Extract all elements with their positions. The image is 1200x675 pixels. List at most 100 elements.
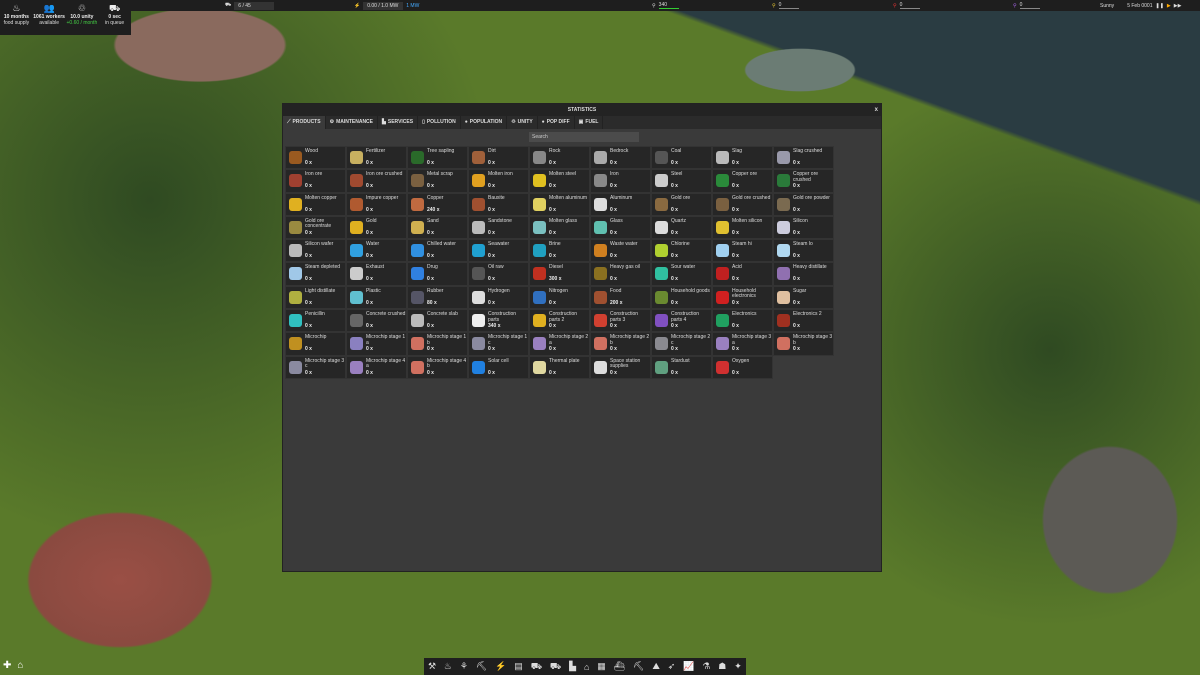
product-cell[interactable]: Light distillate 0 x xyxy=(285,285,346,310)
product-cell[interactable]: Molten aluminum 0 x xyxy=(529,192,590,216)
product-cell[interactable]: Rubber 80 x xyxy=(407,285,468,310)
product-cell[interactable]: Electronics 0 x xyxy=(712,309,773,333)
workers-stat[interactable]: 👥 1061 workers available xyxy=(33,3,65,26)
resource-counter-2[interactable]: ⚲ 0 xyxy=(772,1,799,10)
product-cell[interactable]: Sour water 0 x xyxy=(651,262,712,286)
tab-services[interactable]: ▙ SERVICES xyxy=(378,116,419,129)
power-counter[interactable]: ⚡ 0.00 / 1.0 MW 1 MW xyxy=(354,1,420,10)
product-cell[interactable]: Silicon 0 x xyxy=(773,215,834,240)
product-cell[interactable]: Sugar 0 x xyxy=(773,285,834,310)
food-supply-stat[interactable]: ♨ 10 months food supply xyxy=(0,0,33,35)
mine-icon[interactable]: ⛏ xyxy=(475,661,488,671)
product-cell[interactable]: Rock 0 x xyxy=(529,146,590,170)
resource-counter-1[interactable]: ⚲ 340 xyxy=(652,1,679,10)
tab-products[interactable]: ⟋ PRODUCTS xyxy=(283,116,326,129)
product-cell[interactable]: Aluminum 0 x xyxy=(590,192,651,216)
product-cell[interactable]: Gold 0 x xyxy=(346,215,407,240)
product-cell[interactable]: Copper ore crushed 0 x xyxy=(773,169,834,193)
product-cell[interactable]: Slag 0 x xyxy=(712,146,773,170)
product-cell[interactable]: Exhaust 0 x xyxy=(346,262,407,286)
product-cell[interactable]: Water 0 x xyxy=(346,239,407,263)
product-cell[interactable]: Steam lo 0 x xyxy=(773,239,834,263)
road-icon[interactable]: ⚒ xyxy=(427,661,437,671)
product-cell[interactable]: Molten silicon 0 x xyxy=(712,215,773,240)
product-cell[interactable]: Hydrogen 0 x xyxy=(468,285,529,310)
power-icon[interactable]: ⚡ xyxy=(495,661,507,671)
product-cell[interactable]: Drug 0 x xyxy=(407,262,468,286)
tab-fuel[interactable]: ▣ FUEL xyxy=(575,116,604,129)
storage-icon[interactable]: ▤ xyxy=(514,661,523,671)
product-cell[interactable]: Food 200 x xyxy=(590,285,651,310)
product-cell[interactable]: Stardust 0 x xyxy=(651,355,712,379)
product-cell[interactable]: Concrete slab 0 x xyxy=(407,309,468,333)
resource-counter-3[interactable]: ⚲ 0 xyxy=(893,1,920,10)
tab-pop-diff[interactable]: ● POP DIFF xyxy=(538,116,575,129)
add-icon[interactable]: ✚ xyxy=(3,660,12,671)
product-cell[interactable]: Solar cell 0 x xyxy=(468,355,529,379)
statistics-icon[interactable]: 📈 xyxy=(683,661,695,671)
product-cell[interactable]: Construction parts 340 x xyxy=(468,309,529,333)
product-cell[interactable]: Bedrock 0 x xyxy=(590,146,651,170)
product-cell[interactable]: Gold ore concentrate 0 x xyxy=(285,215,346,240)
product-cell[interactable]: Space station supplies 0 x xyxy=(590,355,651,379)
product-cell[interactable]: Sand 0 x xyxy=(407,215,468,240)
product-cell[interactable]: Seawater 0 x xyxy=(468,239,529,263)
product-cell[interactable]: Fertilizer 0 x xyxy=(346,146,407,170)
resource-counter-4[interactable]: ⚲ 0 xyxy=(1013,1,1040,10)
build-icon[interactable]: ⌂ xyxy=(17,660,24,671)
product-cell[interactable]: Acid 0 x xyxy=(712,262,773,286)
play-icon[interactable]: ▶ xyxy=(1166,2,1171,9)
window-title-bar[interactable]: STATISTICS x xyxy=(283,104,881,116)
unity-stat[interactable]: ♲ 10.0 unity +0.60 / month xyxy=(66,3,98,26)
tab-pollution[interactable]: ▯ POLLUTION xyxy=(418,116,461,129)
product-cell[interactable]: Nitrogen 0 x xyxy=(529,285,590,310)
product-cell[interactable]: Oil raw 0 x xyxy=(468,262,529,286)
close-button[interactable]: x xyxy=(874,107,878,113)
product-cell[interactable]: Chilled water 0 x xyxy=(407,239,468,263)
product-cell[interactable]: Diesel 300 x xyxy=(529,262,590,286)
product-cell[interactable]: Oxygen 0 x xyxy=(712,355,773,379)
product-cell[interactable]: Impure copper 0 x xyxy=(346,192,407,216)
ship-icon[interactable]: ⛴ xyxy=(613,661,626,671)
product-cell[interactable]: Penicillin 0 x xyxy=(285,309,346,333)
product-cell[interactable]: Molten glass 0 x xyxy=(529,215,590,240)
product-cell[interactable]: Molten copper 0 x xyxy=(285,192,346,216)
farm-icon[interactable]: ⚘ xyxy=(459,661,468,671)
product-cell[interactable]: Copper ore 0 x xyxy=(712,169,773,193)
product-cell[interactable]: Metal scrap 0 x xyxy=(407,169,468,193)
product-cell[interactable]: Iron ore 0 x xyxy=(285,169,346,193)
product-cell[interactable]: Heavy gas oil 0 x xyxy=(590,262,651,286)
product-cell[interactable]: Thermal plate 0 x xyxy=(529,355,590,379)
product-cell[interactable]: Molten steel 0 x xyxy=(529,169,590,193)
product-cell[interactable]: Iron ore crushed 0 x xyxy=(346,169,407,193)
product-cell[interactable]: Heavy distillate 0 x xyxy=(773,262,834,286)
product-cell[interactable]: Iron 0 x xyxy=(590,169,651,193)
search-input[interactable]: Search xyxy=(529,132,639,142)
product-cell[interactable]: Electronics 2 0 x xyxy=(773,309,834,333)
product-cell[interactable]: Brine 0 x xyxy=(529,239,590,263)
product-cell[interactable]: Bauxite 0 x xyxy=(468,192,529,216)
research-icon[interactable]: ⚗ xyxy=(702,661,711,671)
product-cell[interactable]: Household goods 0 x xyxy=(651,285,712,310)
product-cell[interactable]: Household electronics 0 x xyxy=(712,285,773,310)
product-cell[interactable]: Molten iron 0 x xyxy=(468,169,529,193)
product-cell[interactable]: Steam depleted 0 x xyxy=(285,262,346,286)
pause-icon[interactable]: ❚❚ xyxy=(1155,2,1164,9)
tab-maintenance[interactable]: ⚙ MAINTENANCE xyxy=(326,116,379,129)
tab-population[interactable]: ● POPULATION xyxy=(461,116,508,129)
factory-icon[interactable]: ⌂ xyxy=(583,661,590,672)
vehicles-counter[interactable]: ⛟ 6 / 45 xyxy=(225,1,275,10)
tab-unity[interactable]: ♲ UNITY xyxy=(507,116,538,129)
